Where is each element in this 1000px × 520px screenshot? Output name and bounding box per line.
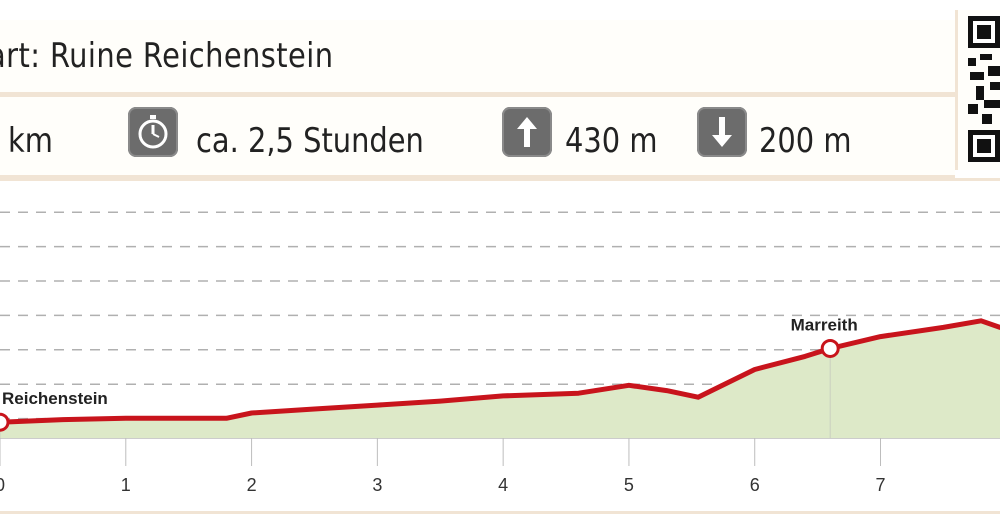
waypoint-marker — [820, 338, 840, 358]
elevation-chart-svg: 0 1 2 3 4 5 6 7 Reichenstein Marreith — [0, 211, 1000, 495]
ascent-value: 430 m — [565, 121, 658, 161]
x-tick-label: 5 — [624, 475, 634, 495]
waypoint-marker — [0, 412, 10, 432]
start-row: art: Ruine Reichenstein — [0, 20, 955, 95]
x-tick-label: 3 — [372, 475, 382, 495]
x-tick-label: 4 — [498, 475, 508, 495]
elevation-chart: 0 1 2 3 4 5 6 7 Reichenstein Marreith — [0, 178, 1000, 514]
qr-code-icon — [955, 10, 1000, 170]
stopwatch-icon — [128, 107, 178, 157]
x-tick-label: 7 — [875, 475, 885, 495]
start-label: art: Ruine Reichenstein — [0, 36, 334, 76]
x-tick-label: 2 — [247, 475, 257, 495]
arrow-up-icon — [502, 107, 552, 157]
descent-value: 200 m — [759, 121, 852, 161]
distance-value: km — [8, 121, 53, 161]
waypoint-label: Marreith — [791, 315, 858, 334]
elevation-line — [0, 318, 1000, 425]
stats-row: km ca. 2,5 Stunden 430 m 200 m — [0, 94, 955, 178]
x-tick-label: 1 — [121, 475, 131, 495]
waypoint-label: Reichenstein — [2, 389, 108, 408]
x-tick-label: 0 — [0, 475, 5, 495]
duration-value: ca. 2,5 Stunden — [196, 121, 424, 161]
elevation-area — [0, 320, 1000, 438]
x-tick-label: 6 — [750, 475, 760, 495]
arrow-down-icon — [697, 107, 747, 157]
